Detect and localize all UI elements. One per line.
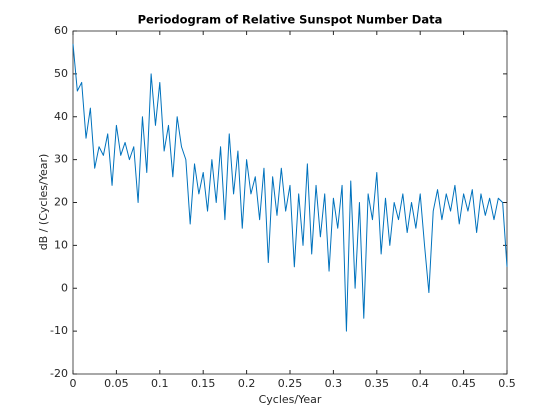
x-tick-label: 0.1 (151, 377, 169, 390)
y-tick-label: 30 (54, 153, 68, 166)
x-tick-label: 0.4 (411, 377, 429, 390)
y-tick-label: 0 (61, 281, 68, 294)
line-series (72, 43, 508, 332)
y-axis-label: dB / (Cycles/Year) (37, 154, 50, 251)
x-tick-label: 0 (70, 377, 77, 390)
x-tick-label: 0.3 (325, 377, 343, 390)
y-tick-label: 20 (54, 196, 68, 209)
chart-title: Periodogram of Relative Sunspot Number D… (138, 13, 443, 27)
axes-box (72, 30, 508, 375)
y-tick-label: -10 (50, 324, 68, 337)
x-tick-label: 0.45 (451, 377, 476, 390)
x-tick-label: 0.5 (498, 377, 516, 390)
x-axis-label: Cycles/Year (259, 393, 322, 406)
y-tick-label: 50 (54, 67, 68, 80)
y-tick-label: 60 (54, 24, 68, 37)
x-tick-label: 0.05 (104, 377, 129, 390)
x-tick-label: 0.35 (365, 377, 390, 390)
x-tick-label: 0.15 (191, 377, 216, 390)
y-tick-label: 40 (54, 110, 68, 123)
x-tick-label: 0.25 (278, 377, 303, 390)
x-tick-label: 0.2 (238, 377, 256, 390)
y-tick-label: 10 (54, 238, 68, 251)
y-tick-label: -20 (50, 367, 68, 380)
